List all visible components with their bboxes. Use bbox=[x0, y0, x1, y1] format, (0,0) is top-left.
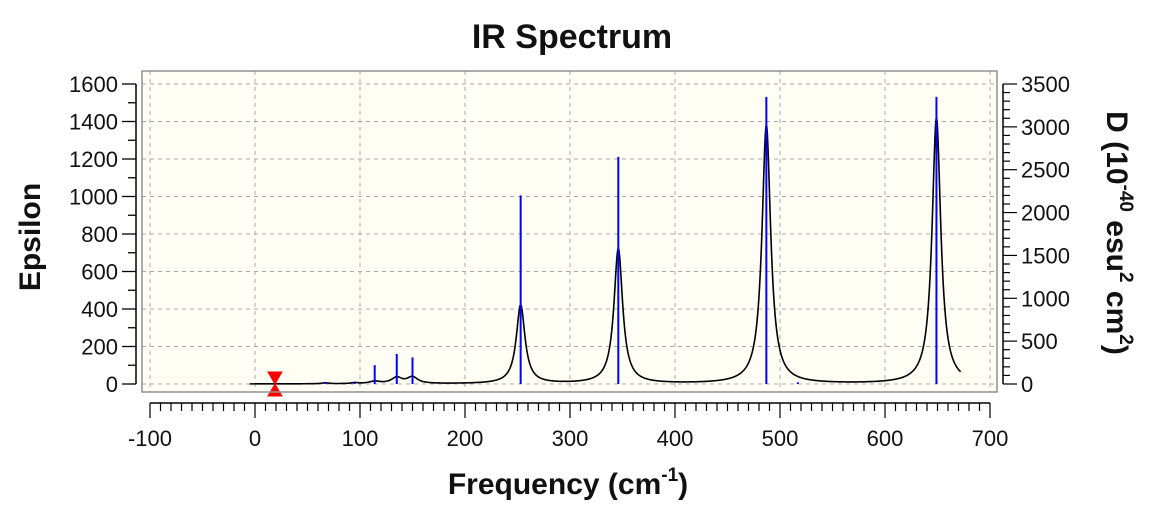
y-tick-label-5: 1000 bbox=[69, 185, 118, 210]
y2-tick-label-3: 1500 bbox=[1021, 243, 1070, 268]
y2-tick-label-1: 500 bbox=[1021, 329, 1058, 354]
frequency-marker bbox=[267, 371, 283, 397]
grid bbox=[142, 71, 997, 392]
y2-label-e: cm bbox=[1100, 283, 1133, 335]
chart-title: IR Spectrum bbox=[472, 18, 672, 56]
tick-labels: 0200400600800100012001400160005001000150… bbox=[69, 72, 1070, 451]
x-tick-label-5: 400 bbox=[657, 426, 694, 451]
y2-tick-label-6: 3000 bbox=[1021, 115, 1070, 140]
y-axis-label: Epsilon bbox=[14, 183, 47, 291]
x-tick-label-3: 200 bbox=[447, 426, 484, 451]
y2-label-d: 2 bbox=[1115, 272, 1136, 283]
x-axis-label-main: Frequency (cm bbox=[448, 468, 661, 501]
x-tick-label-8: 700 bbox=[972, 426, 1009, 451]
y-tick-label-8: 1600 bbox=[69, 72, 118, 97]
x-tick-label-2: 100 bbox=[342, 426, 379, 451]
spectrum-line bbox=[249, 117, 962, 385]
x-tick-label-0: -100 bbox=[128, 426, 172, 451]
data-layer bbox=[249, 96, 962, 397]
y2-label-a: D (10 bbox=[1100, 111, 1133, 184]
y2-tick-label-4: 2000 bbox=[1021, 201, 1070, 226]
y2-axis-label: D (10-40 esu2 cm2) bbox=[1100, 111, 1136, 355]
plot-frame bbox=[141, 70, 998, 393]
y-tick-label-3: 600 bbox=[81, 260, 118, 285]
y2-label-g: ) bbox=[1100, 345, 1133, 355]
y2-label-f: 2 bbox=[1115, 334, 1136, 345]
y-tick-label-0: 0 bbox=[106, 372, 118, 397]
y2-tick-label-5: 2500 bbox=[1021, 158, 1070, 183]
x-tick-label-4: 300 bbox=[552, 426, 589, 451]
y-tick-label-7: 1400 bbox=[69, 110, 118, 135]
y2-label-c: esu bbox=[1100, 212, 1133, 272]
y2-tick-label-7: 3500 bbox=[1021, 72, 1070, 97]
axes bbox=[122, 70, 1017, 418]
y-tick-label-2: 400 bbox=[81, 297, 118, 322]
x-axis-label-end: ) bbox=[678, 468, 688, 501]
y-tick-label-1: 200 bbox=[81, 335, 118, 360]
y2-tick-label-2: 1000 bbox=[1021, 286, 1070, 311]
y2-tick-label-0: 0 bbox=[1021, 372, 1033, 397]
x-tick-label-1: 0 bbox=[249, 426, 261, 451]
y-tick-label-6: 1200 bbox=[69, 147, 118, 172]
x-axis-label: Frequency (cm-1) bbox=[448, 465, 688, 501]
y-tick-label-4: 800 bbox=[81, 222, 118, 247]
x-axis-label-sup: -1 bbox=[661, 465, 678, 486]
y2-label-b: -40 bbox=[1115, 185, 1136, 212]
x-tick-label-7: 600 bbox=[867, 426, 904, 451]
x-tick-label-6: 500 bbox=[762, 426, 799, 451]
